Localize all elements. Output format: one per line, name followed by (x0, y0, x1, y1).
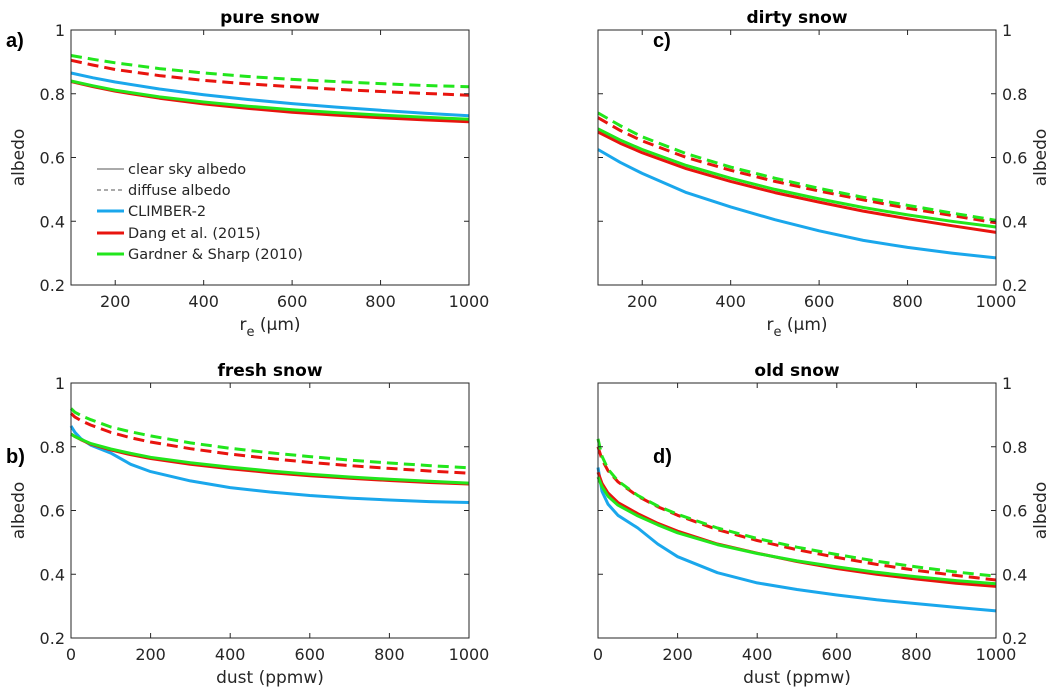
x-tick-label: 800 (901, 645, 932, 664)
x-tick-label: 400 (715, 292, 746, 311)
y-tick-label: 1 (1002, 374, 1012, 393)
x-tick-label: 600 (822, 645, 853, 664)
panel-label: b) (6, 446, 25, 468)
series-line-gardner-sharp-2010-diffuse (69, 407, 470, 470)
x-tick-label: 800 (374, 645, 405, 664)
y-tick-label: 1 (55, 374, 65, 393)
series-line-gardner-sharp-2010-clear-sky (596, 476, 997, 586)
series-line-dang-et-al-2015-diffuse (596, 446, 997, 582)
x-tick-label: 400 (215, 645, 246, 664)
y-tick-label: 0.6 (1002, 149, 1027, 168)
panel-label: c) (653, 30, 671, 52)
x-tick-label: 0 (66, 645, 76, 664)
y-tick-label: 0.6 (40, 149, 65, 168)
series-line-gardner-sharp-2010-clear-sky (70, 79, 470, 121)
series-line-gardner-sharp-2010-diffuse (596, 438, 997, 578)
series-line-dang-et-al-2015-diffuse (70, 58, 470, 97)
panel-title: old snow (754, 361, 839, 381)
panel-a: pure snow a) 200 400 600 800 1000 0.2 0.4 0.6 0.8 1… (6, 8, 489, 340)
series-line-dang-et-al-2015-diffuse (69, 412, 470, 475)
series-line-climber-2-clear-sky (597, 148, 997, 260)
x-tick-label: 1000 (976, 645, 1017, 664)
y-axis-label: albedo (1031, 129, 1051, 187)
x-tick-label: 1000 (449, 292, 490, 311)
series-line-climber-2-clear-sky (70, 71, 470, 118)
legend-entry: CLIMBER-2 (128, 204, 206, 220)
y-axis-label: albedo (9, 129, 29, 187)
x-tick-label: 200 (627, 292, 658, 311)
panel-title: dirty snow (746, 8, 847, 28)
series-line-dang-et-al-2015-clear-sky (597, 130, 997, 234)
y-tick-label: 1 (55, 21, 65, 40)
y-tick-label: 0.6 (1002, 502, 1027, 521)
y-axis-label: albedo (9, 482, 29, 540)
x-axis-label: dust (ppmw) (743, 668, 851, 688)
legend: clear sky albedo diffuse albedo CLIMBER-2 D… (97, 162, 303, 263)
x-tick-label: 200 (135, 645, 166, 664)
x-axis-label: re (μm) (766, 315, 827, 340)
y-tick-label: 0.8 (1002, 85, 1027, 104)
y-tick-label: 0.4 (40, 212, 65, 231)
plot-frame (597, 382, 997, 639)
series-line-climber-2-clear-sky (596, 467, 997, 613)
legend-entry: clear sky albedo (128, 162, 246, 178)
x-tick-label: 1000 (449, 645, 490, 664)
x-tick-label: 800 (365, 292, 396, 311)
series-line-gardner-sharp-2010-diffuse (70, 54, 470, 89)
series-group (596, 438, 997, 613)
y-tick-label: 0.8 (40, 85, 65, 104)
series-line-gardner-sharp-2010-diffuse (597, 111, 997, 222)
y-axis-label: albedo (1031, 482, 1051, 540)
panel-label: a) (6, 30, 24, 52)
legend-entry: Gardner & Sharp (2010) (128, 247, 303, 263)
x-tick-label: 800 (892, 292, 923, 311)
y-tick-label: 0.2 (1002, 276, 1027, 295)
x-tick-label: 0 (593, 645, 603, 664)
x-tick-label: 600 (295, 645, 326, 664)
x-tick-label: 200 (100, 292, 131, 311)
x-tick-label: 1000 (976, 292, 1017, 311)
panel-label: d) (653, 446, 672, 468)
y-tick-label: 0.6 (40, 502, 65, 521)
x-tick-label: 400 (188, 292, 219, 311)
legend-entry: diffuse albedo (128, 183, 231, 199)
y-tick-label: 0.2 (1002, 629, 1027, 648)
series-group (597, 111, 997, 260)
plot-frame (70, 382, 470, 639)
series-line-gardner-sharp-2010-clear-sky (597, 127, 997, 229)
legend-entry: Dang et al. (2015) (128, 226, 261, 242)
series-group (70, 54, 470, 124)
y-tick-label: 1 (1002, 21, 1012, 40)
series-line-gardner-sharp-2010-clear-sky (70, 432, 470, 485)
panel-b: fresh snow b) 0 200 400 600 800 1000 0.2 0.4 0.6 0.… (6, 361, 489, 688)
x-tick-label: 600 (277, 292, 308, 311)
x-axis-label: re (μm) (239, 315, 300, 340)
x-axis-label: dust (ppmw) (216, 668, 324, 688)
panel-title: fresh snow (217, 361, 322, 381)
x-tick-label: 600 (804, 292, 835, 311)
y-tick-label: 0.4 (40, 565, 65, 584)
panel-title: pure snow (220, 8, 320, 28)
y-tick-label: 0.2 (40, 629, 65, 648)
y-tick-label: 0.8 (40, 438, 65, 457)
y-tick-label: 0.8 (1002, 438, 1027, 457)
x-tick-label: 400 (742, 645, 773, 664)
y-tick-label: 0.2 (40, 276, 65, 295)
series-line-dang-et-al-2015-diffuse (597, 116, 997, 225)
x-tick-label: 200 (662, 645, 693, 664)
series-group (69, 407, 470, 504)
y-tick-label: 0.4 (1002, 212, 1027, 231)
y-tick-label: 0.4 (1002, 565, 1027, 584)
